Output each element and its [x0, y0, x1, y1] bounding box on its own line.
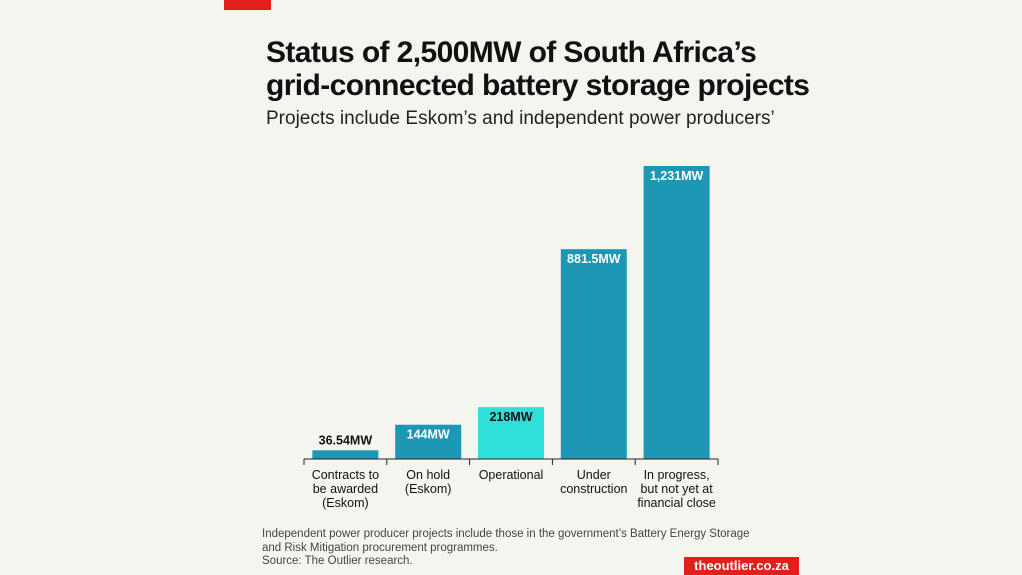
category-label-0: Contracts to be awarded (Eskom) — [312, 468, 379, 510]
source-note: Source: The Outlier research. — [262, 555, 413, 567]
bar-4 — [643, 166, 710, 459]
title-line-2: grid-connected battery storage projects — [266, 69, 810, 102]
brand-badge[interactable]: theoutlier.co.za — [684, 557, 799, 575]
value-label-2: 218MW — [489, 410, 532, 424]
bar-1 — [395, 424, 462, 459]
footnote: Independent power producer projects incl… — [262, 528, 782, 569]
footnote-line-1: Independent power producer projects incl… — [262, 528, 750, 540]
category-label-3: Under construction — [560, 468, 627, 496]
bar-2 — [478, 407, 544, 459]
chart-subtitle: Projects include Eskom’s and independent… — [266, 108, 775, 129]
chart-title: Status of 2,500MW of South Africa’s grid… — [266, 36, 886, 102]
category-label-1: On hold (Eskom) — [405, 468, 452, 496]
value-label-3: 881.5MW — [567, 252, 621, 266]
value-label-1: 144MW — [407, 428, 450, 442]
bar-3 — [560, 249, 627, 459]
value-label-4: 1,231MW — [650, 169, 704, 183]
category-label-2: Operational — [479, 468, 544, 482]
value-label-0: 36.54MW — [319, 433, 373, 447]
category-label-4: In progress, but not yet at financial clos… — [637, 468, 716, 510]
top-accent-bar — [224, 0, 271, 10]
bar-0 — [312, 450, 379, 459]
footnote-line-2: and Risk Mitigation procurement programm… — [262, 541, 498, 554]
title-line-1: Status of 2,500MW of South Africa’s — [266, 36, 757, 69]
